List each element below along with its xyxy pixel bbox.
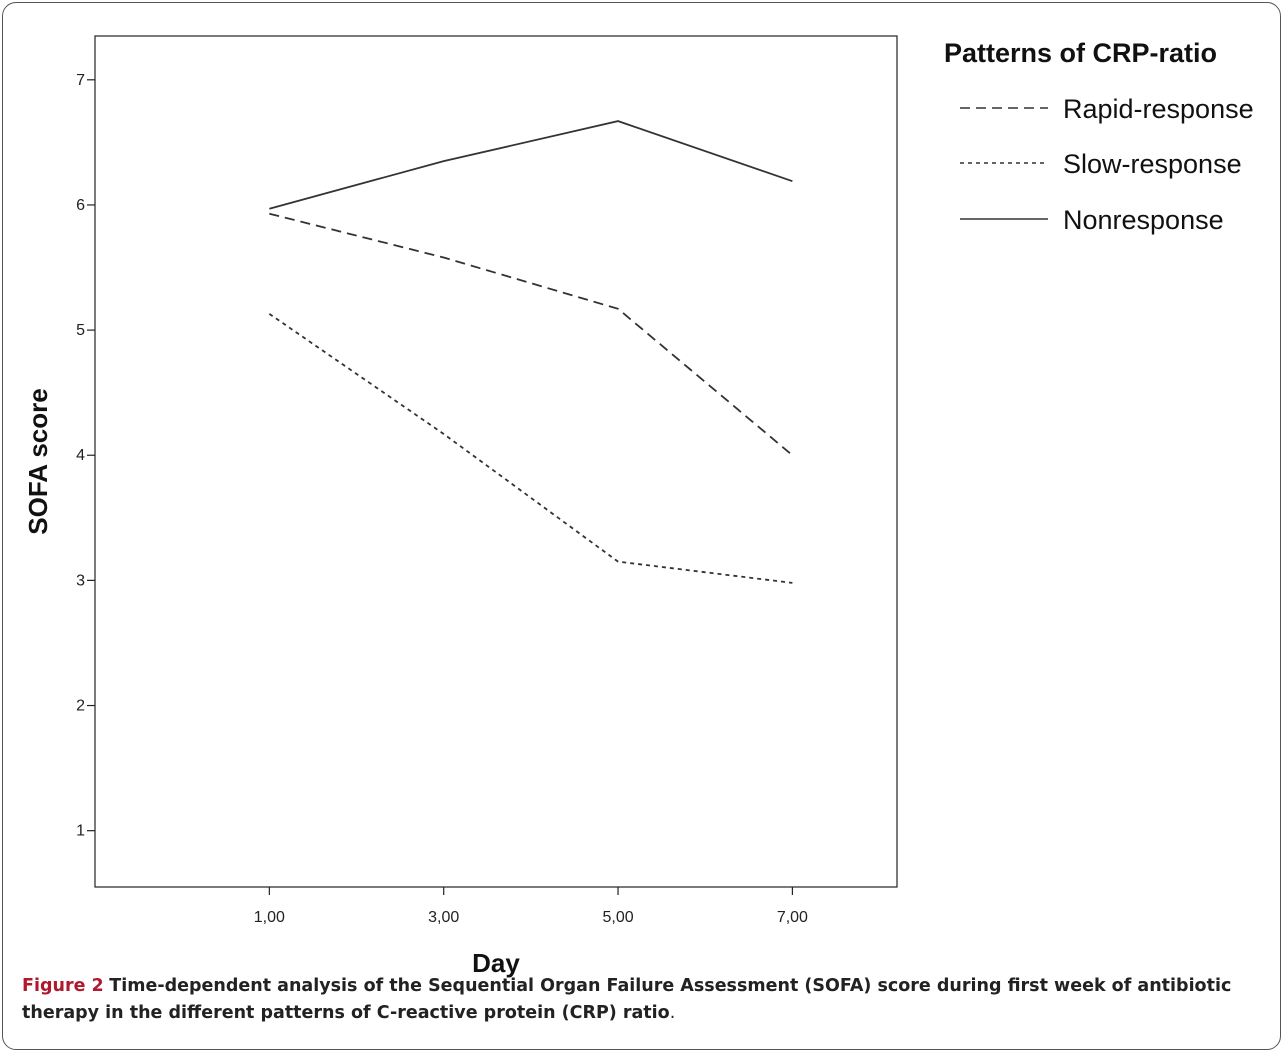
y-tick-label: 4: [76, 447, 85, 464]
caption-label: Figure 2: [22, 976, 104, 996]
y-tick-label: 1: [76, 823, 85, 840]
legend-item-label: Rapid-response: [1063, 94, 1254, 124]
y-tick-label: 2: [76, 698, 85, 715]
y-tick-label: 6: [76, 197, 85, 214]
y-axis-label: SOFA score: [23, 388, 53, 534]
caption-end: .: [669, 1003, 676, 1023]
x-axis-label: Day: [472, 948, 520, 978]
x-tick-label: 5,00: [602, 909, 633, 926]
series-line-slow-response: [268, 313, 793, 584]
x-tick-label: 3,00: [428, 909, 459, 926]
series-line-rapid-response: [269, 212, 793, 456]
y-tick-label: 7: [76, 72, 85, 89]
plot-frame: [94, 35, 898, 888]
y-tick-label: 3: [76, 572, 85, 589]
figure-caption: Figure 2 Time-dependent analysis of the …: [22, 973, 1267, 1027]
legend-item-label: Slow-response: [1063, 149, 1242, 179]
legend-item-label: Nonresponse: [1063, 205, 1224, 235]
x-tick-label: 1,00: [254, 909, 285, 926]
plot-area: 1 2 3 4 5 6 7 1,00 3,00 5,00 7,00 Day SOFA score: [23, 35, 898, 978]
y-tick-label: 5: [76, 322, 85, 339]
caption-text: Time-dependent analysis of the Sequentia…: [22, 976, 1232, 1023]
x-tick-label: 7,00: [777, 909, 808, 926]
series-line-nonresponse: [269, 120, 793, 210]
legend: Patterns of CRP-ratio Rapid-response Slow-…: [944, 38, 1254, 235]
legend-title: Patterns of CRP-ratio: [944, 38, 1217, 68]
